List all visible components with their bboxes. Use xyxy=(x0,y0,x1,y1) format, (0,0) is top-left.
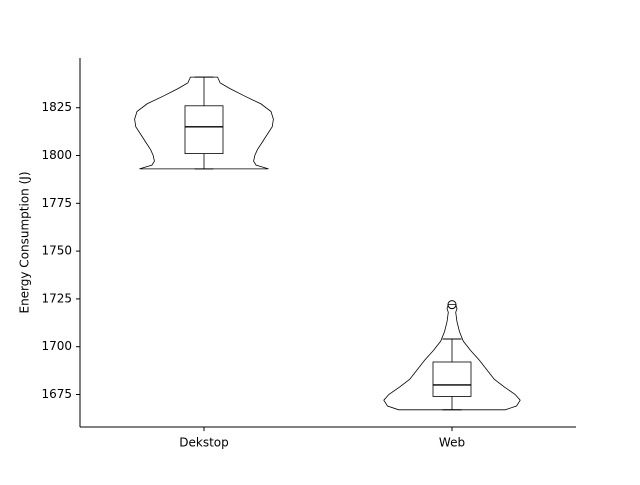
violin-group-web xyxy=(383,300,521,411)
violin-group-dekstop xyxy=(134,76,274,170)
x-tick-label: Web xyxy=(439,436,465,450)
y-axis-label: Energy Consumption (J) xyxy=(18,171,32,313)
y-tick-label: 1775 xyxy=(41,196,72,210)
box xyxy=(184,105,224,154)
y-tick-label: 1675 xyxy=(41,387,72,401)
y-ticks: 1675 1700 1725 1750 1775 1800 1825 xyxy=(41,100,80,401)
x-ticks: Dekstop Web xyxy=(179,427,465,450)
plot-area xyxy=(134,76,521,411)
x-tick-label: Dekstop xyxy=(179,436,229,450)
y-tick-label: 1700 xyxy=(41,339,72,353)
y-tick-label: 1825 xyxy=(41,100,72,114)
violin-body xyxy=(134,76,274,170)
box xyxy=(432,361,472,397)
outlier-point xyxy=(447,300,457,310)
y-tick-label: 1725 xyxy=(41,291,72,305)
y-tick-label: 1800 xyxy=(41,148,72,162)
y-tick-label: 1750 xyxy=(41,244,72,258)
